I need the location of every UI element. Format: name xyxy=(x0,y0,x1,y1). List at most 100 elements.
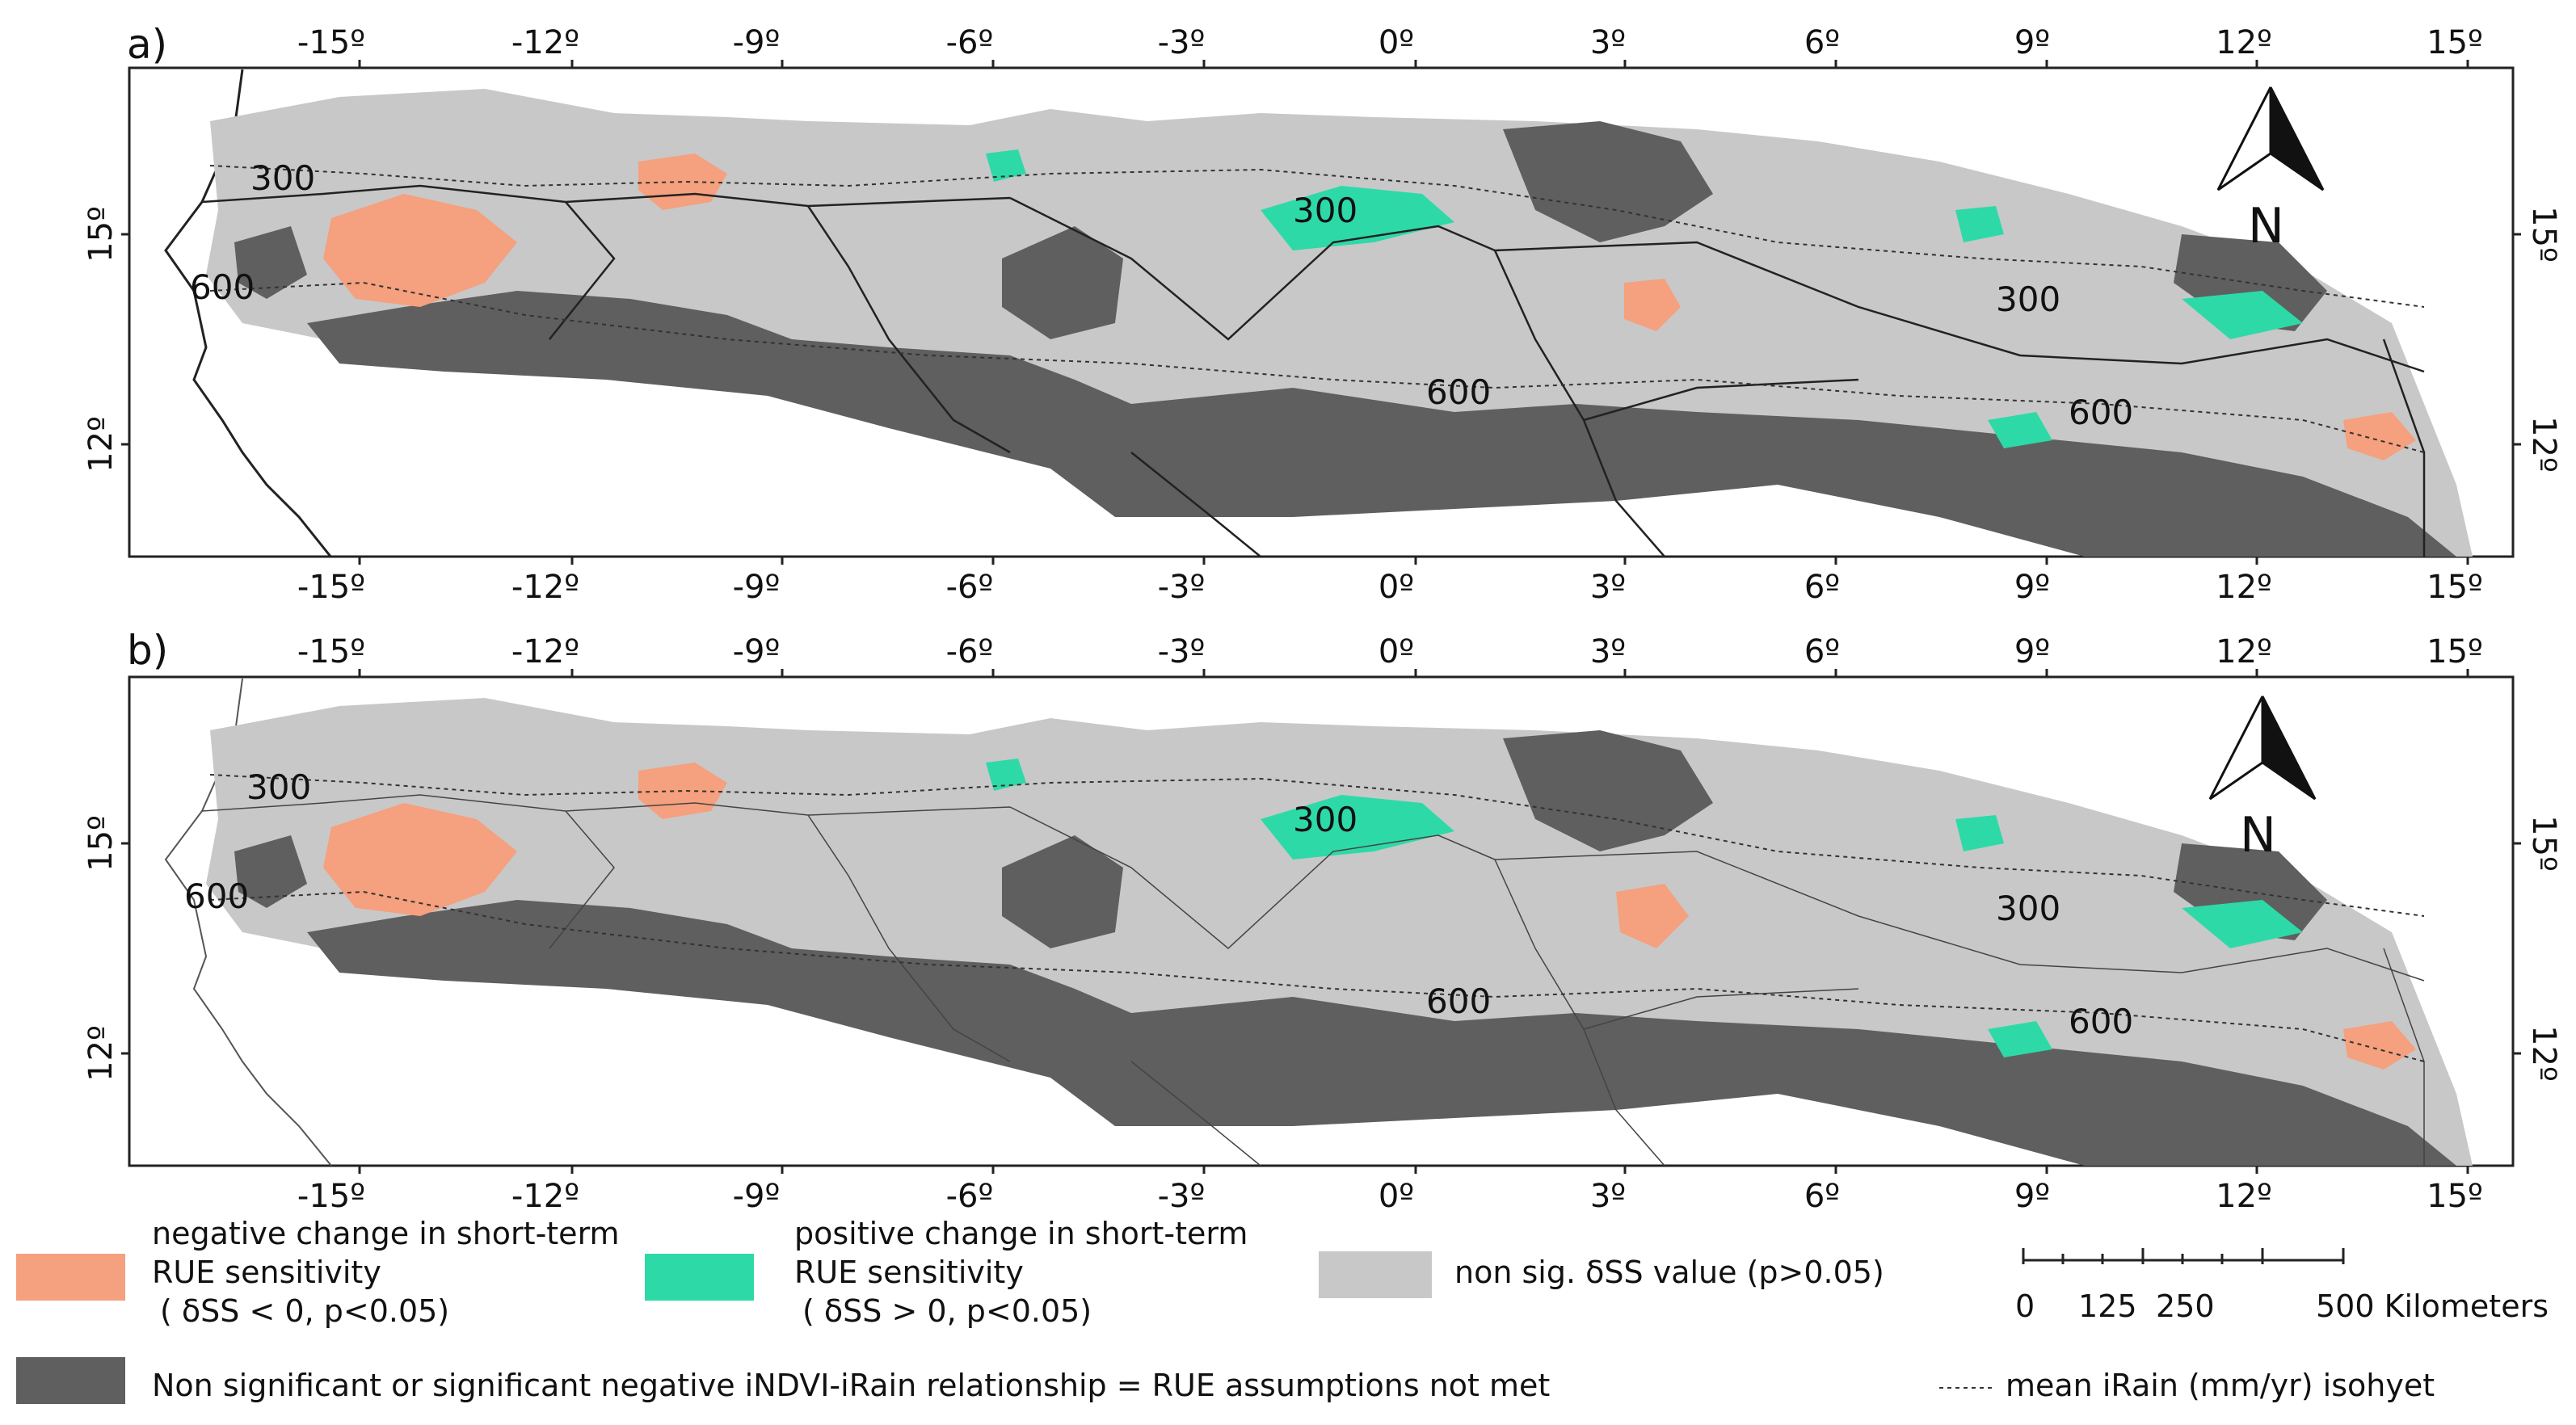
north-label: N xyxy=(2248,198,2284,254)
bottom-tick-label: -9º xyxy=(733,1178,781,1215)
right-tick-label: 12º xyxy=(2525,1025,2562,1082)
legend-positive-line3: ( δSS > 0, p<0.05) xyxy=(802,1293,1092,1329)
top-tick-label: -6º xyxy=(946,24,994,61)
notmet-patch xyxy=(1002,835,1123,948)
top-tick-label: 0º xyxy=(1378,24,1414,61)
isohyet-label: 300 xyxy=(250,158,315,198)
top-tick-label: 3º xyxy=(1590,24,1626,61)
bottom-tick-label: -12º xyxy=(511,569,579,606)
top-tick-label: -12º xyxy=(511,24,579,61)
north-arrow: N xyxy=(2216,86,2325,254)
negative-change-area xyxy=(1624,279,1681,331)
top-tick-label: 15º xyxy=(2427,633,2483,670)
bottom-tick-label: -3º xyxy=(1158,1178,1206,1215)
scale-tick-250: 250 xyxy=(2156,1288,2215,1324)
legend-swatch-negative xyxy=(16,1254,125,1301)
negative-change-area xyxy=(323,803,517,916)
isohyet-600 xyxy=(209,890,2425,1062)
notmet-patch xyxy=(1503,121,1713,242)
top-tick-label: -3º xyxy=(1158,633,1206,670)
negative-change-area xyxy=(1616,884,1689,948)
isohyet-300 xyxy=(209,774,2425,917)
panel-a: a) 300 600 300 600 300 600 N -15º -12º xyxy=(82,21,2562,606)
right-tick-label: 12º xyxy=(2525,416,2562,473)
top-tick-label: 9º xyxy=(2014,633,2050,670)
country-border xyxy=(201,794,2425,1166)
left-tick-label: 12º xyxy=(82,1025,120,1082)
bottom-tick-label: 12º xyxy=(2216,569,2272,606)
coastline xyxy=(164,69,333,557)
positive-change-area xyxy=(986,759,1026,791)
positive-change-area xyxy=(1988,1021,2052,1057)
top-tick-label: 12º xyxy=(2216,24,2272,61)
legend-negative-line3: ( δSS < 0, p<0.05) xyxy=(160,1293,449,1329)
isohyet-label: 300 xyxy=(246,767,311,807)
top-tick-label: 12º xyxy=(2216,633,2272,670)
right-tick-label: 15º xyxy=(2525,206,2562,263)
legend-positive-line1: positive change in short-term xyxy=(794,1216,1248,1251)
negative-change-area xyxy=(2343,412,2416,460)
isohyet-label: 600 xyxy=(2069,1002,2133,1041)
top-tick-label: -15º xyxy=(297,24,365,61)
bottom-tick-label: 3º xyxy=(1590,1178,1626,1215)
study-area-notmet xyxy=(307,900,2456,1166)
negative-change-area xyxy=(2343,1021,2416,1070)
positive-change-area xyxy=(1988,412,2052,448)
top-tick-label: -9º xyxy=(733,633,781,670)
legend-negative-line1: negative change in short-term xyxy=(152,1216,620,1251)
bottom-tick-label: 9º xyxy=(2014,569,2050,606)
notmet-patch xyxy=(234,835,307,908)
top-tick-label: -15º xyxy=(297,633,365,670)
bottom-tick-label: 15º xyxy=(2427,569,2483,606)
bottom-tick-label: -9º xyxy=(733,569,781,606)
legend-nonsig-label: non sig. δSS value (p>0.05) xyxy=(1454,1255,1884,1290)
positive-change-area xyxy=(1955,206,2004,242)
bottom-tick-label: 0º xyxy=(1378,569,1414,606)
right-tick-label: 15º xyxy=(2525,815,2562,872)
isohyet-label: 600 xyxy=(1426,982,1491,1021)
panel-label: a) xyxy=(127,21,167,68)
legend-swatch-notmet xyxy=(16,1357,125,1404)
bottom-tick-label: 3º xyxy=(1590,569,1626,606)
isohyet-label: 300 xyxy=(1293,191,1357,230)
left-tick-label: 15º xyxy=(82,815,120,872)
top-tick-label: -3º xyxy=(1158,24,1206,61)
isohyet-label: 600 xyxy=(190,267,255,307)
positive-change-area xyxy=(2182,291,2303,339)
top-tick-label: 15º xyxy=(2427,24,2483,61)
negative-change-area xyxy=(323,194,517,307)
bottom-tick-label: 12º xyxy=(2216,1178,2272,1215)
bottom-tick-label: -6º xyxy=(946,1178,994,1215)
bottom-tick-label: 6º xyxy=(1804,569,1840,606)
isohyet-label: 300 xyxy=(1996,280,2060,319)
top-tick-label: 3º xyxy=(1590,633,1626,670)
top-tick-label: 6º xyxy=(1804,633,1840,670)
isohyet-600 xyxy=(209,281,2425,453)
isohyet-300 xyxy=(209,165,2425,308)
scale-tick-125: 125 xyxy=(2078,1288,2137,1324)
scale-tick-0: 0 xyxy=(2015,1288,2035,1324)
bottom-tick-label: 0º xyxy=(1378,1178,1414,1215)
isohyet-label: 600 xyxy=(184,876,249,916)
legend-notmet-label: Non significant or significant negative … xyxy=(152,1368,1550,1403)
bottom-tick-label: -12º xyxy=(511,1178,579,1215)
legend-positive-line2: RUE sensitivity xyxy=(794,1255,1024,1290)
notmet-patch xyxy=(1002,226,1123,339)
bottom-tick-label: -15º xyxy=(297,1178,365,1215)
panel-label: b) xyxy=(127,627,168,674)
north-arrow: N xyxy=(2208,696,2317,864)
positive-change-area xyxy=(2182,900,2303,948)
top-tick-label: -12º xyxy=(511,633,579,670)
coastline xyxy=(164,678,332,1166)
legend-swatch-positive xyxy=(645,1254,754,1301)
top-tick-label: 6º xyxy=(1804,24,1840,61)
notmet-patch xyxy=(1503,730,1713,851)
bottom-tick-label: 9º xyxy=(2014,1178,2050,1215)
isohyet-label: 600 xyxy=(2069,393,2133,432)
top-tick-label: -9º xyxy=(733,24,781,61)
left-tick-label: 15º xyxy=(82,206,120,263)
legend-swatch-nonsig xyxy=(1319,1251,1432,1298)
positive-change-area xyxy=(1261,186,1454,250)
north-label: N xyxy=(2240,807,2276,864)
